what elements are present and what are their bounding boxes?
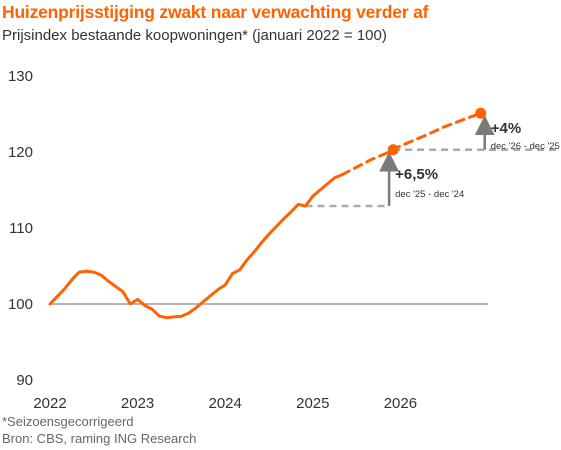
x-tick-label: 2026	[384, 395, 417, 412]
annotation-sublabel: dec '25 - dec '24	[395, 189, 464, 200]
footnote-seasonal: *Seizoensgecorrigeerd	[2, 414, 134, 429]
annotation-label: +4%	[491, 120, 521, 137]
y-tick-label: 120	[8, 144, 33, 161]
y-tick-label: 110	[9, 220, 33, 237]
y-tick-label: 130	[8, 68, 33, 85]
y-tick-label: 100	[8, 296, 33, 313]
forecast-marker	[387, 144, 399, 156]
series-line-actual	[48, 173, 344, 320]
footnote-source: Bron: CBS, raming ING Research	[2, 431, 197, 446]
x-tick-label: 2024	[209, 395, 242, 412]
chart-title: Huizenprijsstijging zwakt naar verwachti…	[2, 2, 429, 22]
x-tick-label: 2022	[33, 395, 66, 412]
forecast-marker	[475, 107, 487, 119]
annotation-label: +6,5%	[395, 166, 438, 183]
chart-subtitle: Prijsindex bestaande koopwoningen* (janu…	[2, 27, 387, 44]
x-tick-label: 2023	[121, 395, 154, 412]
annotation-sublabel: dec '26 - dec '25	[491, 141, 560, 152]
y-tick-label: 90	[16, 372, 33, 389]
x-tick-label: 2025	[296, 395, 329, 412]
